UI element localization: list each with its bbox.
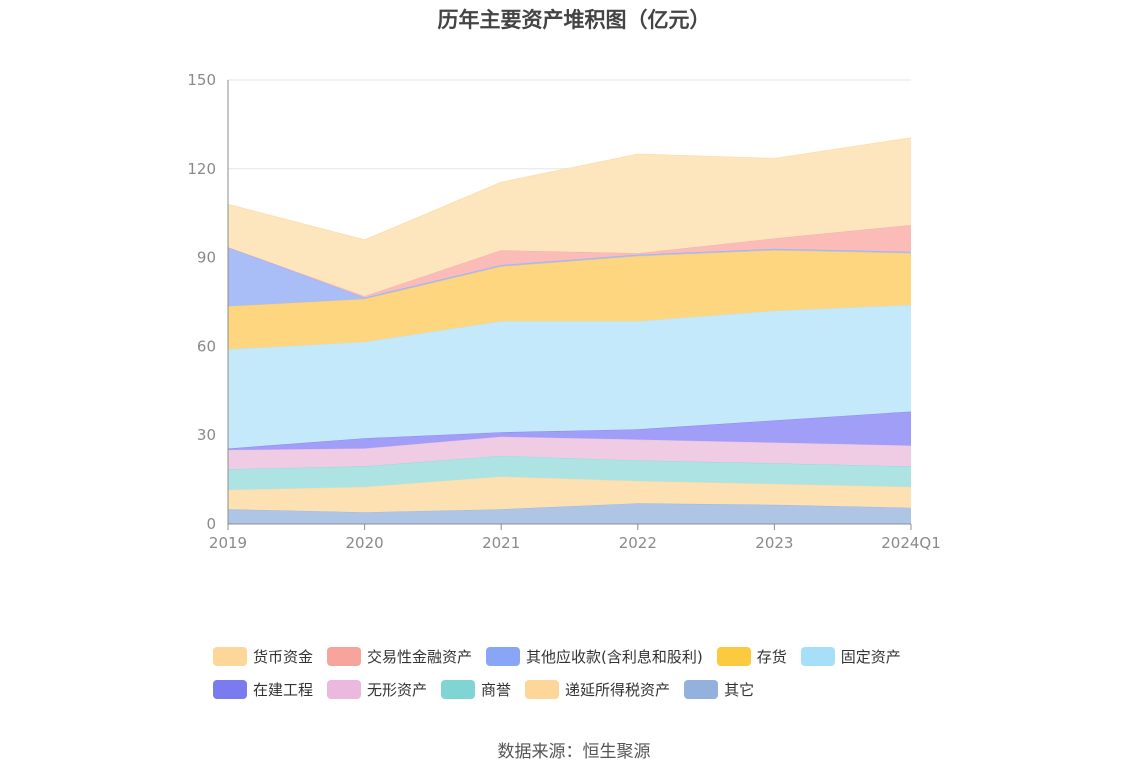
area-递延所得税资产[interactable] [228,476,911,513]
legend-row-1: 货币资金 交易性金融资产 其他应收款(含利息和股利) 存货 固定资产 [213,640,973,673]
legend-label-fixed-assets: 固定资产 [840,648,901,666]
legend-label-goodwill: 商誉 [481,681,512,699]
x-tick-label: 2023 [755,534,793,552]
legend: 货币资金 交易性金融资产 其他应收款(含利息和股利) 存货 固定资产 在建工程 … [213,640,973,706]
y-tick-label: 30 [197,426,216,444]
legend-swatch-fixed-assets [800,647,835,666]
legend-swatch-other [684,680,719,699]
legend-swatch-other-receivables [486,647,521,666]
legend-swatch-trading-assets [327,647,362,666]
legend-item-inventory[interactable]: 存货 [716,646,787,667]
area-无形资产[interactable] [228,436,911,470]
area-其它[interactable] [228,503,911,524]
y-tick-label: 120 [187,160,216,178]
area-存货[interactable] [228,250,911,350]
legend-label-cash: 货币资金 [253,648,314,666]
legend-row-2: 在建工程 无形资产 商誉 递延所得税资产 其它 [213,673,973,706]
legend-item-trading-assets[interactable]: 交易性金融资产 [327,646,472,667]
legend-label-other: 其它 [724,681,755,699]
legend-swatch-inventory [716,647,751,666]
data-source: 数据来源：恒生聚源 [497,742,651,762]
chart-title: 历年主要资产堆积图（亿元） [437,8,711,32]
legend-item-cash[interactable]: 货币资金 [213,646,313,667]
legend-swatch-goodwill [441,680,476,699]
x-tick-label: 2024Q1 [881,534,941,552]
legend-item-deferred-tax[interactable]: 递延所得税资产 [525,679,670,700]
area-series [227,137,912,524]
y-tick-label: 0 [206,515,216,533]
stacked-area-chart: 0 30 60 90 120 150 2019 2020 2021 2022 2023 2024Q1 [187,71,940,552]
legend-label-inventory: 存货 [756,648,787,666]
legend-label-trading-assets: 交易性金融资产 [367,648,473,666]
area-edge-货币资金 [227,137,912,241]
y-tick-label: 60 [197,337,216,355]
legend-item-fixed-assets[interactable]: 固定资产 [800,646,901,667]
legend-swatch-cash [213,647,247,666]
legend-swatch-deferred-tax [525,680,560,699]
area-其他应收款(含利息和股利)[interactable] [228,247,911,307]
legend-item-other[interactable]: 其它 [684,679,754,700]
legend-label-intangible: 无形资产 [367,681,428,699]
x-tick-label: 2020 [346,534,384,552]
y-tick-label: 90 [197,249,216,267]
legend-item-goodwill[interactable]: 商誉 [441,679,511,700]
y-tick-label: 150 [187,71,216,89]
area-商誉[interactable] [228,455,911,490]
x-tick-label: 2019 [209,534,247,552]
legend-item-construction[interactable]: 在建工程 [213,679,313,700]
x-tick-label: 2022 [619,534,657,552]
legend-swatch-construction [213,680,247,699]
legend-label-construction: 在建工程 [253,681,314,699]
area-固定资产[interactable] [228,305,911,449]
area-交易性金融资产[interactable] [228,225,911,298]
axes: 0 30 60 90 120 150 2019 2020 2021 2022 2023 2024Q1 [187,71,940,552]
area-货币资金[interactable] [228,137,911,297]
x-tick-label: 2021 [482,534,520,552]
legend-swatch-intangible [327,680,362,699]
legend-item-other-receivables[interactable]: 其他应收款(含利息和股利) [486,646,703,667]
legend-label-other-receivables: 其他应收款(含利息和股利) [526,648,703,666]
legend-item-intangible[interactable]: 无形资产 [327,679,427,700]
legend-label-deferred-tax: 递延所得税资产 [565,681,671,699]
